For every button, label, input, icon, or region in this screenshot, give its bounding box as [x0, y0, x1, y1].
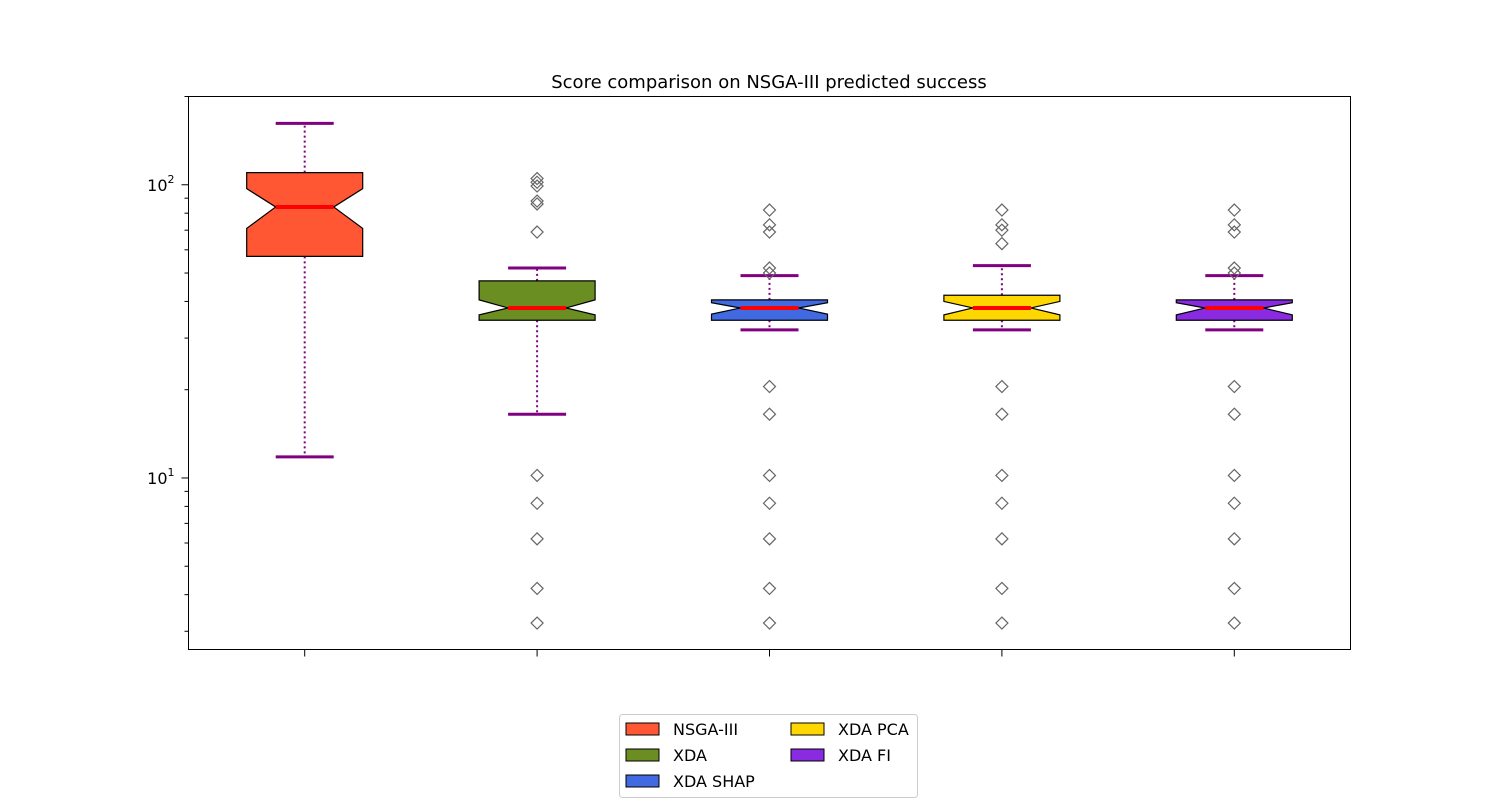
box-body	[710, 299, 829, 321]
outlier-point	[1227, 203, 1242, 217]
outlier-point	[530, 581, 544, 596]
outlier-point	[762, 217, 777, 232]
outlier-point	[1227, 266, 1242, 280]
y-tick-label-base: 10	[147, 176, 167, 195]
legend: NSGA-III XDA XDA SHAP XDA PCA XDA FI	[619, 714, 918, 798]
outlier-point	[530, 531, 544, 546]
outlier-point	[995, 236, 1009, 251]
legend-label: XDA PCA	[838, 720, 909, 739]
outlier-point	[995, 223, 1009, 238]
outlier-point	[1227, 261, 1242, 275]
outlier-point	[762, 496, 777, 511]
outlier-point	[1227, 468, 1242, 483]
outlier-point	[762, 225, 777, 239]
legend-swatch	[625, 748, 660, 762]
y-tick-label: 101	[147, 466, 174, 488]
legend-swatch	[790, 722, 825, 736]
box-body	[478, 280, 596, 321]
outlier-point	[1227, 531, 1242, 546]
outlier-point	[762, 581, 777, 596]
legend-frame	[619, 714, 918, 798]
legend-item: XDA	[625, 746, 707, 765]
outlier-point	[530, 194, 544, 208]
outlier-point	[995, 496, 1009, 511]
legend-label: XDA	[673, 746, 707, 765]
outlier-point	[530, 171, 544, 186]
outlier-point	[995, 468, 1009, 483]
outlier-point	[530, 175, 544, 190]
box-body	[1175, 299, 1293, 321]
outlier-point	[762, 531, 777, 546]
y-tick-label: 102	[147, 173, 174, 195]
outlier-point	[1227, 496, 1242, 511]
box-xda-fi	[1175, 203, 1293, 630]
outlier-point	[1227, 581, 1242, 596]
x-axis	[304, 649, 1235, 657]
box-nsga-iii	[246, 121, 364, 459]
y-tick-label-base: 10	[147, 469, 167, 488]
outlier-point	[762, 468, 777, 483]
outlier-point	[762, 203, 777, 217]
outlier-point	[1227, 225, 1242, 239]
outlier-point	[530, 496, 544, 511]
outlier-point	[762, 616, 777, 630]
outlier-point	[995, 379, 1009, 394]
outlier-point	[762, 266, 777, 280]
legend-swatch	[790, 748, 825, 762]
legend-label: XDA FI	[838, 746, 891, 765]
box-xda-pca	[943, 203, 1061, 630]
legend-swatch	[625, 774, 660, 788]
outlier-point	[995, 217, 1009, 232]
legend-item: NSGA-III	[625, 720, 738, 739]
outlier-point	[995, 616, 1009, 630]
outlier-point	[1227, 217, 1242, 232]
outlier-point	[762, 407, 777, 422]
outlier-point	[995, 203, 1009, 217]
box-xda-shap	[710, 203, 829, 630]
outlier-point	[530, 197, 544, 211]
y-tick-label-exponent: 1	[168, 466, 175, 479]
outlier-point	[995, 407, 1009, 422]
outlier-point	[995, 531, 1009, 546]
chart-title: Score comparison on NSGA-III predicted s…	[551, 72, 987, 93]
outlier-point	[1227, 616, 1242, 630]
outlier-point	[1227, 407, 1242, 422]
legend-label: XDA SHAP	[673, 772, 755, 791]
box-series-group	[246, 121, 1293, 630]
legend-swatch	[625, 722, 660, 736]
outlier-point	[1227, 379, 1242, 394]
outlier-point	[530, 616, 544, 630]
box-xda	[478, 171, 596, 630]
legend-item: XDA PCA	[790, 720, 909, 739]
outlier-point	[530, 225, 544, 239]
outlier-point	[762, 379, 777, 394]
outlier-point	[530, 179, 544, 193]
outlier-point	[530, 468, 544, 483]
y-tick-label-exponent: 2	[168, 173, 175, 186]
legend-item: XDA SHAP	[625, 772, 755, 791]
legend-label: NSGA-III	[673, 720, 738, 739]
box-body	[246, 172, 364, 257]
outlier-point	[762, 261, 777, 275]
legend-item: XDA FI	[790, 746, 891, 765]
outlier-point	[995, 581, 1009, 596]
